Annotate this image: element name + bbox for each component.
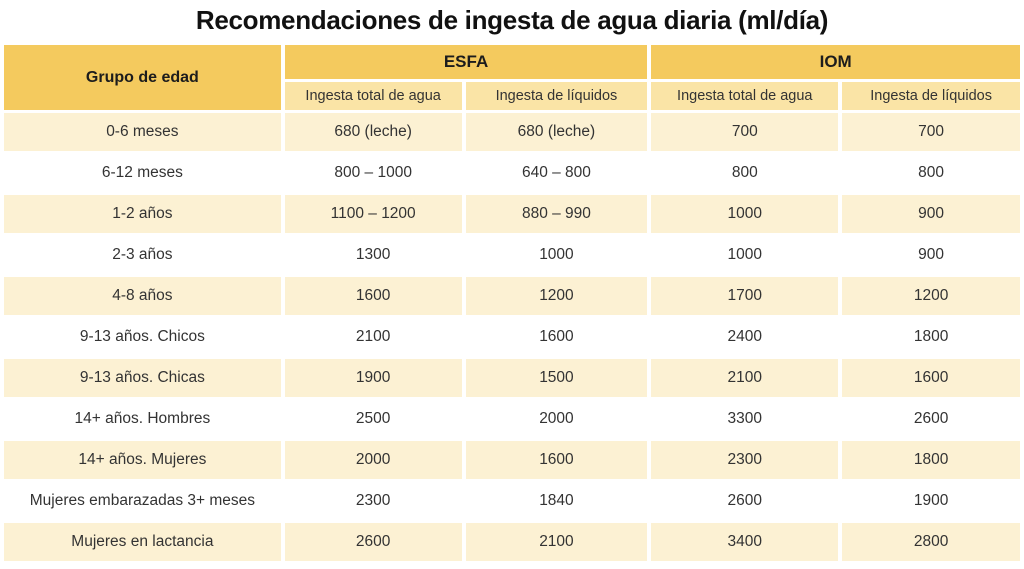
- table-row: 9-13 años. Chicos 2100 1600 2400 1800: [4, 318, 1020, 356]
- value-cell: 1300: [284, 236, 462, 274]
- value-cell: 2600: [842, 400, 1020, 438]
- value-cell: 1200: [465, 277, 648, 315]
- value-cell: 1000: [651, 236, 839, 274]
- value-cell: 1600: [284, 277, 462, 315]
- value-cell: 1700: [651, 277, 839, 315]
- value-cell: 1000: [465, 236, 648, 274]
- value-cell: 700: [842, 113, 1020, 151]
- table-row: 6-12 meses 800 – 1000 640 – 800 800 800: [4, 154, 1020, 192]
- value-cell: 900: [842, 236, 1020, 274]
- table-row: 14+ años. Hombres 2500 2000 3300 2600: [4, 400, 1020, 438]
- subheader-iom-total-water: Ingesta total de agua: [651, 82, 839, 110]
- value-cell: 1200: [842, 277, 1020, 315]
- value-cell: 2500: [284, 400, 462, 438]
- value-cell: 1500: [465, 359, 648, 397]
- water-intake-table: Grupo de edad ESFA IOM Ingesta total de …: [0, 42, 1024, 564]
- value-cell: 2600: [284, 523, 462, 561]
- column-header-esfa: ESFA: [284, 45, 648, 79]
- value-cell: 2000: [284, 441, 462, 479]
- value-cell: 1900: [842, 482, 1020, 520]
- age-group-cell: Mujeres embarazadas 3+ meses: [4, 482, 281, 520]
- value-cell: 2100: [465, 523, 648, 561]
- value-cell: 2400: [651, 318, 839, 356]
- value-cell: 700: [651, 113, 839, 151]
- value-cell: 1800: [842, 318, 1020, 356]
- value-cell: 2000: [465, 400, 648, 438]
- value-cell: 800: [842, 154, 1020, 192]
- value-cell: 880 – 990: [465, 195, 648, 233]
- table-row: Mujeres en lactancia 2600 2100 3400 2800: [4, 523, 1020, 561]
- value-cell: 900: [842, 195, 1020, 233]
- age-group-cell: 9-13 años. Chicas: [4, 359, 281, 397]
- age-group-cell: 4-8 años: [4, 277, 281, 315]
- value-cell: 2300: [651, 441, 839, 479]
- table-row: 0-6 meses 680 (leche) 680 (leche) 700 700: [4, 113, 1020, 151]
- value-cell: 3400: [651, 523, 839, 561]
- value-cell: 1600: [465, 318, 648, 356]
- value-cell: 800 – 1000: [284, 154, 462, 192]
- value-cell: 1800: [842, 441, 1020, 479]
- subheader-esfa-total-water: Ingesta total de agua: [284, 82, 462, 110]
- value-cell: 2100: [651, 359, 839, 397]
- table-row: 2-3 años 1300 1000 1000 900: [4, 236, 1020, 274]
- value-cell: 2600: [651, 482, 839, 520]
- value-cell: 2800: [842, 523, 1020, 561]
- table-body: 0-6 meses 680 (leche) 680 (leche) 700 700 6-1…: [4, 113, 1020, 561]
- age-group-cell: 14+ años. Hombres: [4, 400, 281, 438]
- age-group-cell: 6-12 meses: [4, 154, 281, 192]
- table-row: 9-13 años. Chicas 1900 1500 2100 1600: [4, 359, 1020, 397]
- value-cell: 2100: [284, 318, 462, 356]
- value-cell: 640 – 800: [465, 154, 648, 192]
- subheader-esfa-liquids: Ingesta de líquidos: [465, 82, 648, 110]
- value-cell: 1600: [842, 359, 1020, 397]
- table-row: 1-2 años 1100 – 1200 880 – 990 1000 900: [4, 195, 1020, 233]
- value-cell: 680 (leche): [284, 113, 462, 151]
- value-cell: 1000: [651, 195, 839, 233]
- value-cell: 1600: [465, 441, 648, 479]
- age-group-cell: Mujeres en lactancia: [4, 523, 281, 561]
- table-row: 4-8 años 1600 1200 1700 1200: [4, 277, 1020, 315]
- age-group-cell: 1-2 años: [4, 195, 281, 233]
- value-cell: 800: [651, 154, 839, 192]
- table-row: 14+ años. Mujeres 2000 1600 2300 1800: [4, 441, 1020, 479]
- value-cell: 680 (leche): [465, 113, 648, 151]
- value-cell: 1840: [465, 482, 648, 520]
- value-cell: 1900: [284, 359, 462, 397]
- column-header-age-group: Grupo de edad: [4, 45, 281, 110]
- table-header: Grupo de edad ESFA IOM Ingesta total de …: [4, 45, 1020, 110]
- age-group-cell: 14+ años. Mujeres: [4, 441, 281, 479]
- column-header-iom: IOM: [651, 45, 1020, 79]
- table-row: Mujeres embarazadas 3+ meses 2300 1840 2600…: [4, 482, 1020, 520]
- age-group-cell: 0-6 meses: [4, 113, 281, 151]
- page-title: Recomendaciones de ingesta de agua diari…: [195, 5, 829, 35]
- value-cell: 3300: [651, 400, 839, 438]
- value-cell: 1100 – 1200: [284, 195, 462, 233]
- age-group-cell: 9-13 años. Chicos: [4, 318, 281, 356]
- value-cell: 2300: [284, 482, 462, 520]
- age-group-cell: 2-3 años: [4, 236, 281, 274]
- subheader-iom-liquids: Ingesta de líquidos: [842, 82, 1020, 110]
